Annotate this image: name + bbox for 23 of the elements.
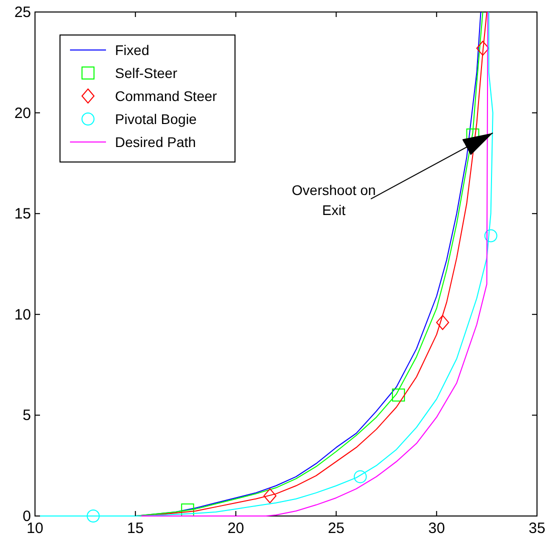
y-tick-label: 25: [14, 4, 31, 21]
legend-label: Self-Steer: [115, 65, 178, 81]
x-tick-label: 30: [428, 520, 445, 537]
y-tick-label: 10: [14, 306, 31, 324]
point: [392, 388, 405, 402]
legend-label: Fixed: [115, 42, 150, 58]
legend-label: Pivotal Bogie: [115, 111, 197, 127]
annotation: Overshoot on Exit: [292, 182, 376, 218]
point: [86, 510, 100, 522]
y-tick-label: 15: [14, 206, 31, 223]
legend-label: Desired Path: [115, 134, 196, 150]
point: [484, 229, 498, 242]
y-tick-label: 5: [22, 407, 31, 424]
x-tick-label: 20: [227, 520, 244, 537]
point: [263, 488, 276, 504]
x-tick-label: 15: [127, 520, 144, 537]
point: [354, 470, 367, 484]
x-tick-label: 25: [328, 520, 345, 537]
point: [476, 40, 490, 56]
y-tick-label: 20: [14, 104, 31, 122]
legend-label: Command Steer: [115, 88, 218, 104]
point: [436, 314, 450, 330]
x-tick-label: 35: [528, 520, 545, 537]
